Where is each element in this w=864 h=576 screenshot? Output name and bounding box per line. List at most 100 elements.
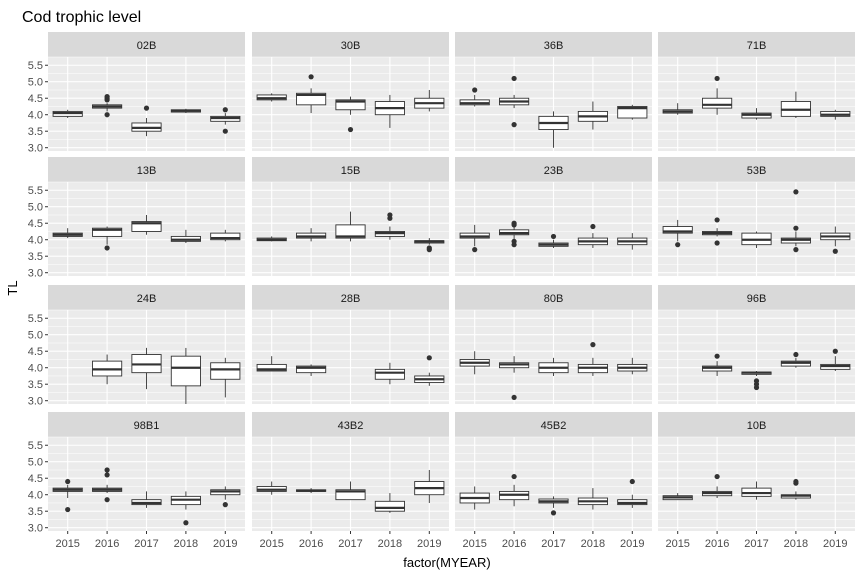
box-36B-2016 — [499, 75, 530, 128]
y-tick-label: 4.0 — [28, 235, 43, 247]
outlier-point — [426, 245, 432, 251]
box-30B-2015 — [256, 93, 287, 102]
box-15B-2018 — [374, 212, 405, 240]
box-80B-2015 — [459, 351, 490, 375]
box-28B-2015 — [256, 356, 287, 372]
outlier-point — [511, 220, 517, 226]
x-tick-label: 2015 — [665, 538, 689, 550]
box-45B2-2016 — [499, 473, 530, 507]
box-53B-2019 — [820, 226, 851, 254]
outlier-point — [793, 225, 799, 231]
iqr-box — [374, 368, 405, 380]
iqr-box — [662, 226, 693, 234]
iqr-box — [617, 106, 648, 119]
facet-28B: 28B — [252, 285, 449, 404]
iqr-box — [374, 500, 405, 512]
box-15B-2019 — [414, 238, 445, 253]
facet-strip — [252, 32, 449, 57]
facet-10B: 10B 2015 2016 2017 2018 2019 — [658, 412, 855, 550]
box-71B-2019 — [820, 109, 851, 120]
facet-98B1: 98B1 3.0 3.5 4.0 4.5 5.0 5.5 2015 2016 2017 2018 20… — [28, 412, 245, 550]
box-28B-2018 — [374, 362, 405, 385]
facet-80B: 80B — [455, 285, 652, 404]
box-98B1-2019 — [210, 486, 241, 508]
outlier-point — [511, 122, 517, 128]
iqr-box — [335, 489, 366, 501]
box-02B-2017 — [131, 105, 162, 137]
facet-24B: 24B 3.0 3.5 4.0 4.5 5.0 5.5 — [28, 285, 245, 408]
facet-label: 71B — [747, 40, 767, 52]
box-30B-2018 — [374, 94, 405, 128]
y-tick-label: 3.5 — [28, 251, 43, 263]
box-71B-2017 — [741, 108, 772, 120]
iqr-box — [296, 92, 327, 106]
x-tick-label: 2015 — [259, 538, 283, 550]
box-30B-2019 — [414, 89, 445, 112]
y-tick-label: 3.5 — [28, 506, 43, 518]
x-tick-label: 2015 — [55, 538, 79, 550]
y-tick-label: 3.0 — [28, 523, 43, 535]
box-96B-2016 — [702, 353, 733, 376]
box-24B-2016 — [92, 354, 123, 385]
box-96B-2019 — [820, 348, 851, 372]
iqr-box — [296, 365, 327, 374]
facet-strip — [252, 157, 449, 182]
facet-label: 24B — [137, 293, 157, 305]
box-15B-2017 — [335, 211, 366, 242]
iqr-box — [702, 97, 733, 109]
outlier-point — [104, 112, 110, 118]
box-45B2-2018 — [577, 488, 608, 510]
outlier-point — [104, 472, 110, 478]
box-53B-2018 — [780, 189, 811, 253]
box-10B-2016 — [702, 473, 733, 499]
outlier-point — [714, 473, 720, 480]
y-tick-label: 5.0 — [28, 457, 43, 469]
x-tick-label: 2018 — [174, 538, 198, 550]
facet-label: 10B — [747, 420, 767, 432]
outlier-point — [65, 506, 71, 513]
y-tick-label: 5.0 — [28, 77, 43, 89]
iqr-box — [131, 221, 162, 232]
box-28B-2016 — [296, 364, 327, 376]
outlier-point — [222, 107, 228, 113]
x-tick-label: 2016 — [502, 538, 526, 550]
box-10B-2015 — [662, 493, 693, 501]
outlier-point — [104, 245, 110, 251]
box-23B-2015 — [459, 224, 490, 253]
facet-strip — [455, 285, 652, 310]
outlier-point — [793, 247, 799, 253]
iqr-box — [170, 355, 201, 387]
outlier-point — [472, 87, 478, 93]
y-tick-label: 5.0 — [28, 330, 43, 342]
box-45B2-2015 — [459, 486, 490, 510]
facet-strip — [48, 157, 245, 182]
iqr-box — [335, 224, 366, 239]
y-tick-label: 4.0 — [28, 110, 43, 122]
box-36B-2015 — [459, 87, 490, 107]
facet-strip — [252, 285, 449, 310]
box-36B-2017 — [538, 111, 569, 148]
box-28B-2019 — [414, 355, 445, 386]
box-98B1-2017 — [131, 491, 162, 508]
facet-43B2: 43B2 2015 2016 2017 2018 2019 — [252, 412, 449, 550]
facet-strip — [48, 32, 245, 57]
x-tick-label: 2019 — [213, 538, 237, 550]
box-24B-2018 — [170, 347, 201, 404]
facet-strip — [455, 412, 652, 437]
facet-label: 45B2 — [541, 420, 567, 432]
outlier-point — [793, 351, 799, 358]
box-96B-2017 — [741, 371, 772, 391]
y-tick-label: 4.5 — [28, 346, 43, 358]
outlier-point — [511, 75, 517, 82]
facet-label: 96B — [747, 293, 767, 305]
box-13B-2015 — [52, 228, 83, 239]
facet-strip — [658, 157, 855, 182]
box-43B2-2019 — [414, 469, 445, 503]
iqr-box — [256, 363, 287, 372]
y-tick-label: 4.0 — [28, 490, 43, 502]
facet-23B: 23B — [455, 157, 652, 276]
iqr-box — [210, 232, 241, 241]
box-36B-2019 — [617, 104, 648, 120]
outlier-point — [590, 342, 596, 348]
box-02B-2015 — [52, 109, 83, 119]
